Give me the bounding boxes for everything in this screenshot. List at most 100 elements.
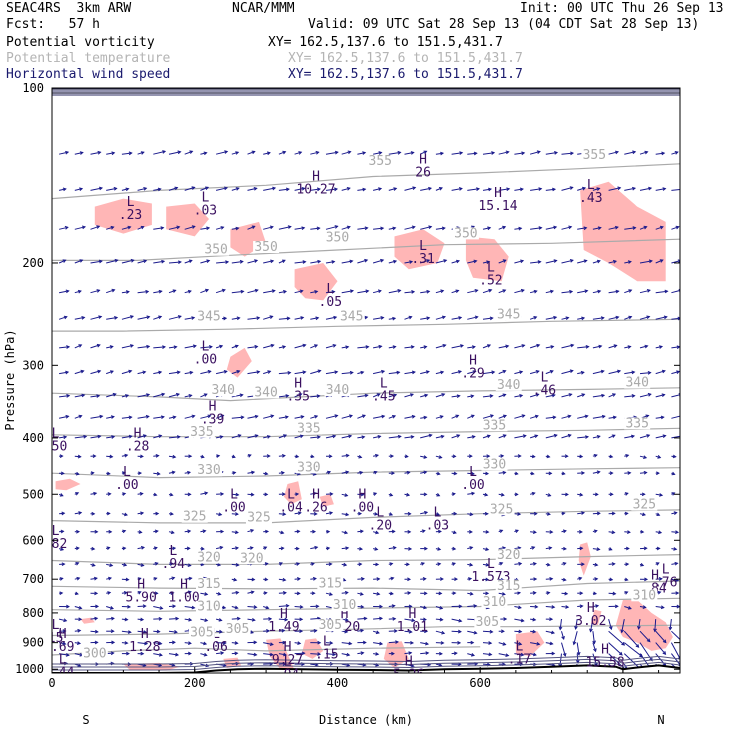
- wind-arrowhead: [219, 344, 224, 349]
- wind-arrowhead: [172, 454, 177, 459]
- wind-arrowhead: [641, 492, 646, 497]
- wind-arrowhead: [457, 629, 462, 634]
- wind-arrowhead: [476, 187, 481, 191]
- wind-vector: [388, 435, 401, 439]
- wind-arrowhead: [234, 512, 239, 516]
- wind-vector: [467, 289, 478, 294]
- wind-arrowhead: [593, 529, 598, 534]
- wind-arrowhead: [456, 434, 461, 438]
- wind-arrowhead: [389, 454, 395, 459]
- wind-arrowhead: [269, 642, 274, 646]
- wind-vector: [216, 261, 229, 264]
- wind-arrowhead: [139, 454, 144, 459]
- wind-vector: [388, 187, 397, 191]
- wind-vector: [545, 152, 558, 155]
- wind-arrowhead: [298, 393, 303, 397]
- wind-vector: [294, 393, 302, 398]
- wind-vector: [357, 259, 368, 264]
- wind-arrowhead: [297, 511, 302, 515]
- wind-arrowhead: [517, 454, 522, 458]
- wind-arrowhead: [218, 512, 223, 517]
- wind-vector: [278, 434, 287, 439]
- wind-arrowhead: [171, 640, 176, 645]
- wind-vector: [278, 592, 286, 594]
- wind-arrowhead: [282, 577, 287, 582]
- wind-vector: [545, 188, 556, 191]
- xy-pv: XY= 162.5,137.6 to 151.5,431.7: [268, 35, 503, 50]
- wind-arrowhead: [265, 605, 270, 610]
- wind-vector: [404, 187, 416, 191]
- wind-vector: [74, 394, 85, 398]
- wind-vector: [278, 618, 288, 621]
- wind-arrowhead: [247, 454, 252, 458]
- wind-vector: [357, 227, 368, 230]
- wind-vector: [372, 370, 385, 375]
- wind-vector: [153, 416, 164, 419]
- wind-arrowhead: [98, 259, 103, 264]
- extrema-value: .00: [351, 500, 374, 515]
- wind-arrowhead: [61, 562, 66, 567]
- wind-arrowhead: [97, 434, 102, 439]
- wind-vector: [420, 471, 427, 474]
- wind-arrowhead: [137, 577, 142, 581]
- wind-vector: [467, 472, 474, 475]
- wind-vector: [404, 371, 415, 375]
- wind-arrowhead: [123, 591, 128, 595]
- wind-vector: [451, 188, 462, 191]
- theta-label-bg: [196, 600, 222, 613]
- extrema-kind: L: [515, 640, 523, 655]
- wind-arrowhead: [126, 651, 130, 656]
- wind-vector: [59, 436, 67, 439]
- wind-vector: [655, 226, 664, 230]
- wind-arrowhead: [187, 590, 192, 595]
- wind-arrowhead: [75, 546, 80, 551]
- wind-arrowhead: [249, 546, 254, 550]
- wind-vector: [341, 187, 350, 191]
- extrema-kind: L: [587, 178, 595, 193]
- wind-arrowhead: [362, 640, 367, 645]
- wind-arrowhead: [359, 470, 364, 475]
- wind-vector: [325, 371, 338, 375]
- wind-vector: [168, 618, 179, 620]
- wind-arrowhead: [295, 546, 300, 551]
- plot-frame: [51, 87, 681, 674]
- wind-arrowhead: [216, 454, 221, 458]
- wind-vector: [106, 436, 115, 439]
- wind-arrowhead: [645, 414, 650, 419]
- wind-arrowhead: [488, 288, 493, 293]
- wind-vector: [467, 414, 475, 419]
- wind-arrowhead: [110, 225, 115, 230]
- wind-vector: [514, 289, 525, 294]
- wind-vector: [137, 642, 148, 645]
- wind-arrowhead: [569, 259, 574, 263]
- theta-label: 350: [326, 231, 349, 246]
- extrema-value: 5.90: [126, 591, 157, 606]
- wind-arrowhead: [451, 562, 456, 566]
- wind-arrowhead: [94, 616, 99, 621]
- wind-vector: [420, 511, 428, 515]
- wind-arrowhead: [600, 369, 605, 374]
- wind-vector: [420, 652, 429, 655]
- wind-arrowhead: [172, 546, 177, 551]
- wind-vector: [341, 435, 352, 439]
- wind-arrowhead: [358, 562, 363, 567]
- wind-vector: [58, 415, 69, 419]
- wind-arrowhead: [206, 226, 211, 231]
- wind-arrowhead: [502, 369, 507, 374]
- wind-arrowhead: [436, 492, 441, 497]
- wind-arrowhead: [160, 415, 165, 419]
- wind-arrowhead: [646, 289, 651, 293]
- wind-arrowhead: [568, 225, 573, 230]
- wind-arrowhead: [581, 471, 586, 475]
- wind-arrowhead: [301, 651, 306, 656]
- wind-vector: [90, 151, 101, 155]
- wind-arrowhead: [653, 628, 657, 633]
- y-tick-label: 700: [22, 572, 44, 586]
- wind-arrowhead: [671, 471, 676, 476]
- wind-arrowhead: [473, 604, 478, 608]
- wind-arrowhead: [551, 605, 556, 609]
- wind-arrowhead: [267, 370, 272, 374]
- wind-vector: [561, 434, 571, 439]
- wind-arrowhead: [62, 259, 67, 263]
- wind-arrowhead: [486, 434, 491, 439]
